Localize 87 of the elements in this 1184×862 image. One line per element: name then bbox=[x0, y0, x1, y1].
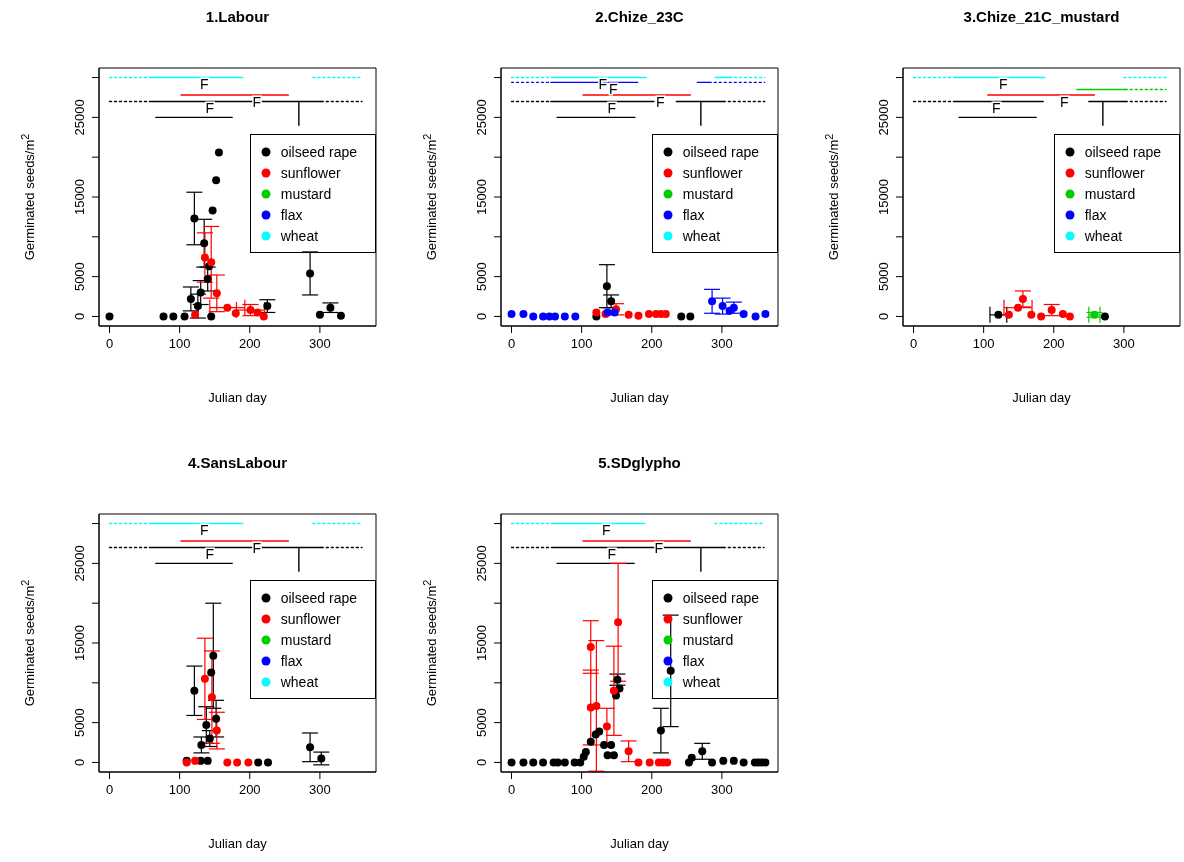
annotation: F bbox=[991, 100, 1001, 117]
x-axis-title: Julian day bbox=[208, 836, 268, 851]
x-axis-title: Julian day bbox=[208, 390, 268, 405]
x-tick-label: 0 bbox=[105, 336, 114, 352]
x-tick-label: 300 bbox=[711, 782, 733, 798]
legend-label: mustard bbox=[682, 631, 734, 648]
annotation: F bbox=[999, 76, 1008, 93]
y-tick-label: 0 bbox=[72, 758, 87, 767]
x-tick-label: 100 bbox=[570, 336, 593, 352]
y-tick-label: 5000 bbox=[876, 262, 891, 292]
y-tick-label: 25000 bbox=[474, 99, 489, 136]
x-axis-title: Julian day bbox=[1012, 390, 1072, 405]
legend-label: mustard bbox=[1084, 185, 1136, 202]
x-tick-label: 300 bbox=[711, 336, 733, 352]
legend-label: wheat bbox=[1084, 227, 1123, 244]
y-tick-label: 0 bbox=[474, 758, 489, 767]
annotation: F bbox=[655, 94, 665, 111]
y-tick-label: 15000 bbox=[474, 624, 489, 662]
x-tick-label: 200 bbox=[238, 782, 261, 798]
legend-label: flax bbox=[280, 652, 303, 669]
legend-label: flax bbox=[682, 652, 705, 669]
annotation: F bbox=[199, 76, 209, 93]
x-tick-label: 200 bbox=[640, 336, 663, 352]
legend-label: wheat bbox=[280, 673, 319, 690]
legend-label: oilseed rape bbox=[1084, 143, 1161, 160]
x-tick-label: 100 bbox=[972, 336, 995, 352]
legend-label: oilseed rape bbox=[280, 143, 357, 160]
annotation: F bbox=[608, 81, 618, 98]
annotation: F bbox=[601, 522, 611, 539]
annotation: F bbox=[199, 522, 209, 539]
legend-label: sunflower bbox=[1084, 164, 1145, 181]
y-tick-label: 15000 bbox=[72, 178, 87, 216]
legend-label: sunflower bbox=[280, 610, 341, 627]
x-tick-label: 0 bbox=[105, 782, 114, 798]
annotation: F bbox=[607, 100, 617, 117]
y-tick-label: 25000 bbox=[72, 99, 87, 136]
x-tick-label: 300 bbox=[309, 336, 331, 352]
legend-label: sunflower bbox=[682, 610, 743, 627]
legend-label: flax bbox=[682, 206, 705, 223]
legend-label: oilseed rape bbox=[682, 143, 759, 160]
legend-label: flax bbox=[1084, 206, 1107, 223]
chart-title: 2.Chize_23C bbox=[594, 8, 685, 25]
annotation: F bbox=[1060, 94, 1069, 111]
x-axis-title: Julian day bbox=[610, 836, 670, 851]
y-tick-label: 25000 bbox=[876, 99, 891, 136]
annotation: F bbox=[205, 100, 215, 117]
y-tick-label: 0 bbox=[876, 312, 891, 321]
legend-label: sunflower bbox=[280, 164, 341, 181]
legend-label: flax bbox=[280, 206, 303, 223]
legend-label: sunflower bbox=[682, 164, 743, 181]
x-tick-label: 100 bbox=[168, 336, 191, 352]
chart-title: 1.Labour bbox=[204, 8, 271, 25]
x-tick-label: 200 bbox=[640, 782, 663, 798]
legend-label: oilseed rape bbox=[280, 589, 357, 606]
x-tick-label: 300 bbox=[309, 782, 331, 798]
y-tick-label: 5000 bbox=[474, 262, 489, 292]
legend-label: wheat bbox=[682, 227, 721, 244]
legend-label: mustard bbox=[280, 631, 332, 648]
legend-label: mustard bbox=[280, 185, 332, 202]
annotation: F bbox=[205, 546, 215, 563]
y-tick-label: 15000 bbox=[72, 624, 87, 662]
x-tick-label: 200 bbox=[238, 336, 261, 352]
x-tick-label: 0 bbox=[507, 336, 516, 352]
y-tick-label: 5000 bbox=[72, 708, 87, 738]
legend-label: oilseed rape bbox=[682, 589, 759, 606]
chart-title: 4.SansLabour bbox=[186, 454, 289, 471]
y-tick-label: 0 bbox=[474, 312, 489, 321]
y-tick-label: 25000 bbox=[474, 545, 489, 582]
x-tick-label: 100 bbox=[168, 782, 191, 798]
legend-label: wheat bbox=[280, 227, 319, 244]
x-axis-title: Julian day bbox=[610, 390, 670, 405]
legend-label: mustard bbox=[682, 185, 734, 202]
x-tick-label: 0 bbox=[909, 336, 918, 352]
x-tick-label: 0 bbox=[507, 782, 516, 798]
y-tick-label: 15000 bbox=[876, 178, 891, 216]
y-tick-label: 15000 bbox=[474, 178, 489, 216]
chart-title: 5.SDglypho bbox=[597, 454, 682, 471]
annotation: F bbox=[607, 546, 617, 563]
y-tick-label: 0 bbox=[72, 312, 87, 321]
y-tick-label: 25000 bbox=[72, 545, 87, 582]
y-tick-label: 5000 bbox=[474, 708, 489, 738]
chart-title: 3.Chize_21C_mustard bbox=[962, 8, 1121, 25]
x-tick-label: 200 bbox=[1042, 336, 1065, 352]
y-tick-label: 5000 bbox=[72, 262, 87, 292]
x-tick-label: 100 bbox=[570, 782, 593, 798]
x-tick-label: 300 bbox=[1113, 336, 1135, 352]
legend-label: wheat bbox=[682, 673, 721, 690]
